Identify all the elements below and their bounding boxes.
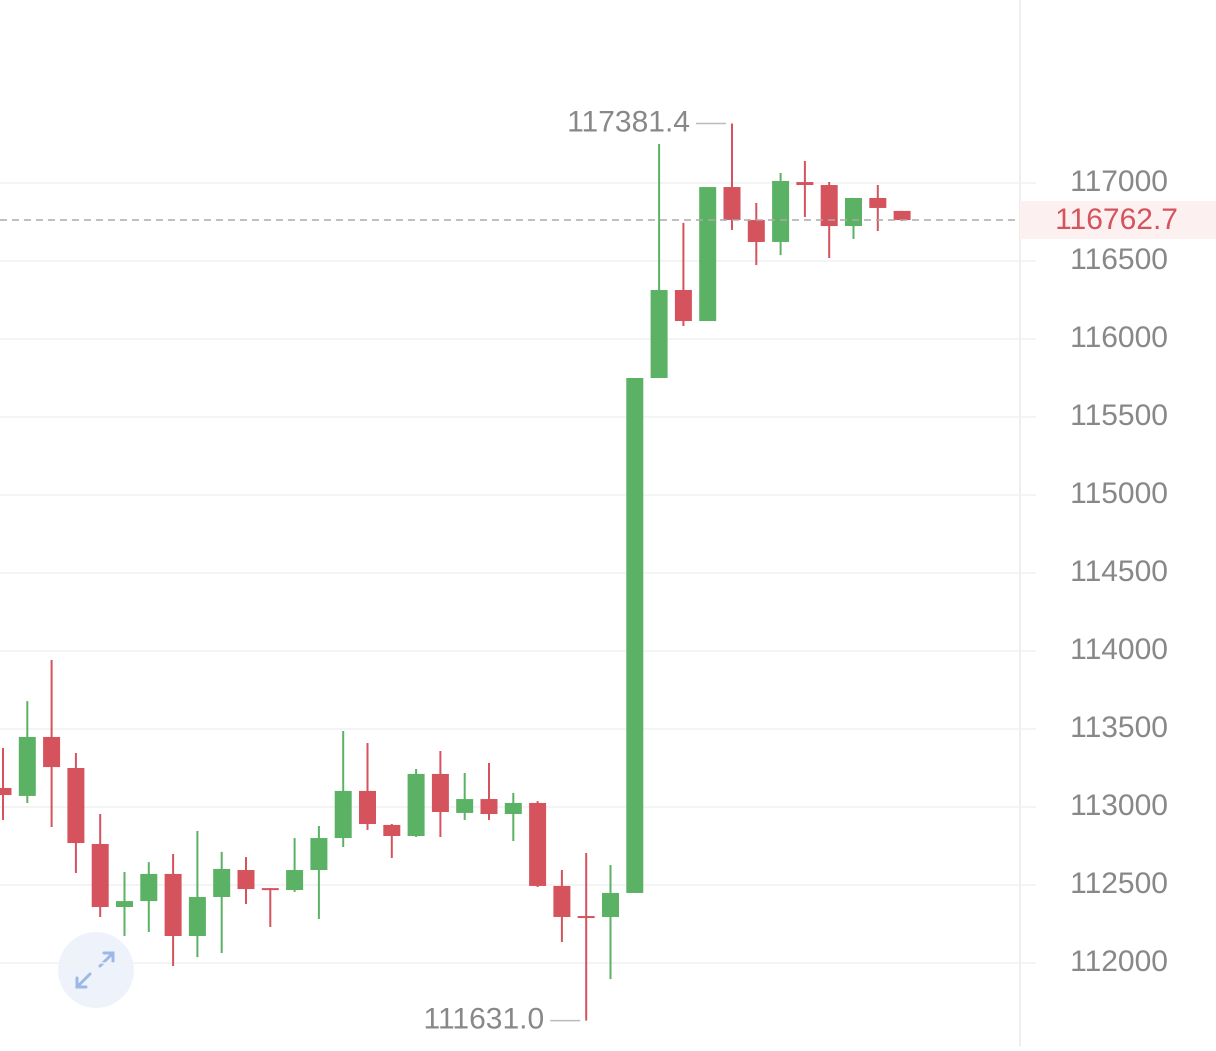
candle-body	[772, 180, 790, 242]
candle-body	[237, 870, 255, 890]
candle-body	[893, 210, 911, 221]
candle-body	[674, 290, 692, 322]
last-price-label: 116762.7	[1055, 203, 1178, 236]
candle-body	[286, 870, 304, 890]
candle-body	[456, 799, 474, 813]
candle-body	[820, 185, 838, 227]
expand-button[interactable]	[58, 932, 134, 1008]
candle-body	[213, 868, 231, 898]
candle-body	[626, 377, 644, 893]
candle-body	[43, 736, 61, 768]
candle-body	[845, 197, 862, 227]
candle-body	[529, 802, 547, 886]
candle-body	[796, 182, 814, 186]
y-tick-label: 113500	[1070, 711, 1168, 744]
candle-body	[869, 197, 887, 208]
candle-body	[18, 736, 36, 796]
annotation-label: 117381.4	[567, 105, 690, 138]
candle-body	[699, 187, 717, 322]
expand-bg[interactable]	[58, 932, 134, 1008]
y-tick-label: 117000	[1070, 165, 1168, 198]
candle-body	[431, 773, 449, 812]
candle-body	[164, 873, 182, 937]
candle-body	[480, 799, 498, 815]
candle-body	[310, 838, 328, 871]
candle-body	[504, 802, 522, 815]
candle-body	[383, 824, 401, 837]
y-tick-label: 112500	[1070, 867, 1168, 900]
candle-body	[747, 219, 765, 242]
candle-body	[553, 885, 571, 917]
candle-body	[359, 790, 376, 825]
y-tick-label: 112000	[1070, 945, 1168, 978]
candle-body	[0, 787, 12, 795]
candle-body	[91, 843, 109, 908]
y-tick-label: 116000	[1070, 321, 1168, 354]
y-tick-label: 116500	[1070, 243, 1168, 276]
y-tick-label: 115000	[1070, 477, 1168, 510]
y-tick-label: 114500	[1070, 555, 1168, 588]
candle-body	[261, 888, 279, 891]
candle-body	[67, 768, 85, 844]
candle-body	[602, 892, 619, 917]
candle-body	[407, 773, 425, 837]
last-price-bg	[1020, 201, 1216, 240]
expand-icon[interactable]	[75, 951, 115, 989]
candle-body	[650, 290, 668, 378]
annotation-label: 111631.0	[424, 1002, 545, 1035]
y-tick-label: 114000	[1070, 633, 1168, 666]
candle-body	[334, 790, 352, 839]
candle-body	[116, 901, 133, 908]
y-tick-label: 115500	[1070, 399, 1168, 432]
candle-body	[140, 873, 158, 902]
candle-body	[577, 916, 595, 919]
candle-body	[188, 897, 206, 937]
y-tick-label: 113000	[1070, 789, 1168, 822]
candle-body	[723, 187, 741, 220]
